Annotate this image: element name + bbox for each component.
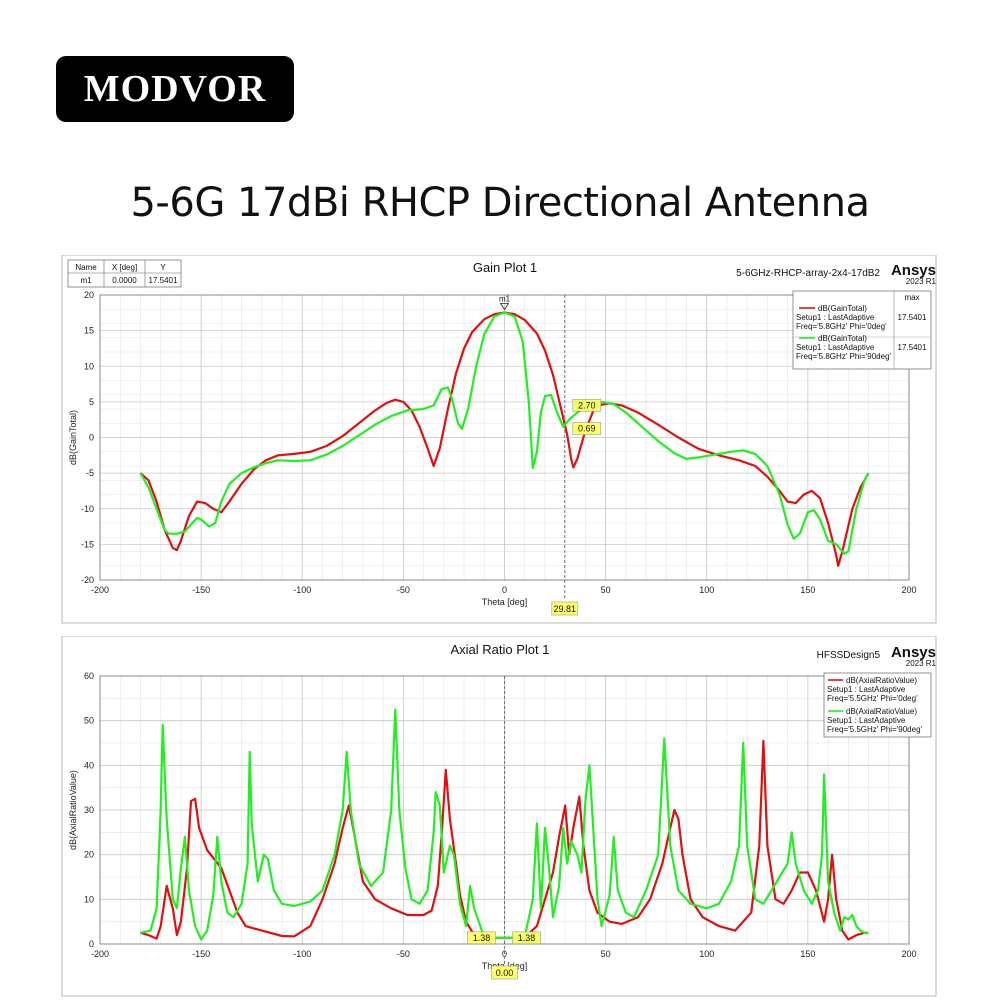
legend-entry-line2: Setup1 : LastAdaptive	[827, 716, 906, 725]
legend-entry-max: 17.5401	[898, 343, 927, 352]
y-tick-label: 60	[84, 671, 94, 681]
y-tick-label: -15	[81, 539, 94, 549]
legend-frame	[792, 290, 932, 370]
legend-entry-line1: dB(AxialRatioValue)	[846, 707, 917, 716]
x-tick-label: -100	[293, 585, 311, 595]
legend-entry-line1: dB(GainTotal)	[818, 334, 867, 343]
x-tick-label: 50	[601, 585, 611, 595]
cursor-x-value: 29.81	[551, 601, 579, 616]
cursor-readout-box	[467, 931, 496, 945]
legend-entry-line3: Freq='5.5GHz' Phi='0deg'	[827, 694, 918, 703]
logo-text: MODVOR	[83, 68, 267, 110]
cursor-x-text: 0.00	[496, 968, 514, 978]
legend: dB(AxialRatioValue)Setup1 : LastAdaptive…	[823, 672, 932, 738]
marker-table-cell: 0.0000	[112, 276, 137, 285]
x-tick-label: -100	[293, 949, 311, 959]
legend-entry-line3: Freq='5.5GHz' Phi='90deg'	[827, 725, 923, 734]
x-tick-label: 200	[901, 949, 916, 959]
vendor-name: Ansys	[891, 262, 936, 279]
y-tick-label: 20	[84, 850, 94, 860]
y-tick-label: 0	[89, 939, 94, 949]
legend-entry-line1: dB(AxialRatioValue)	[846, 676, 917, 685]
y-tick-label: 5	[89, 397, 94, 407]
cursor-readout-value: 1.38	[473, 933, 491, 943]
chart-frame	[61, 255, 937, 624]
x-tick-label: -50	[397, 949, 410, 959]
cursor-readout-value: 0.69	[578, 424, 596, 434]
x-tick-label: 150	[800, 949, 815, 959]
cursor-readout-box	[572, 422, 602, 435]
marker-m1-icon	[499, 303, 510, 311]
legend-entry-line3: Freq='5.8GHz' Phi='90deg'	[796, 352, 892, 361]
cursor-readout-value: 2.70	[578, 400, 596, 410]
y-tick-label: -10	[81, 504, 94, 514]
plot-area	[99, 294, 910, 581]
cursor-readout-value: 1.38	[518, 933, 536, 943]
legend-frame	[823, 672, 932, 738]
x-tick-label: -50	[397, 585, 410, 595]
x-axis-label: Theta [deg]	[482, 597, 528, 607]
y-axis-label: dB(GainTotal)	[68, 410, 78, 465]
y-tick-label: 15	[84, 326, 94, 336]
legend-entry-line2: Setup1 : LastAdaptive	[827, 685, 906, 694]
x-tick-label: 200	[901, 585, 916, 595]
gain-plot: -200 -150 -100 -50 0 50 100 150 200-20-15-10-505…	[61, 255, 937, 624]
cursor-x-text: 29.81	[554, 604, 577, 614]
x-tick-label: 100	[699, 949, 714, 959]
cursor-x-value: 0.00	[491, 965, 518, 980]
vendor-version: 2023 R1	[906, 659, 937, 668]
project-label: HFSSDesign5	[817, 650, 881, 661]
cursor-readout-box	[512, 931, 541, 945]
x-tick-label: 50	[601, 949, 611, 959]
x-tick-label: 100	[699, 585, 714, 595]
marker-table: Name m1 X [deg] 0.0000 Y 17.5401	[67, 259, 182, 288]
marker-table-header: Y	[160, 263, 166, 272]
marker-table-header: Name	[75, 263, 97, 272]
y-axis-label: dB(AxialRatioValue)	[68, 770, 78, 850]
y-tick-label: 50	[84, 716, 94, 726]
y-tick-label: 10	[84, 361, 94, 371]
marker-table-cell: m1	[80, 276, 92, 285]
x-tick-label: 150	[800, 585, 815, 595]
chart-title: Axial Ratio Plot 1	[451, 642, 550, 657]
marker-table-frame	[67, 259, 182, 288]
project-label: 5-6GHz-RHCP-array-2x4-17dB2	[736, 268, 880, 279]
y-tick-label: -5	[86, 468, 94, 478]
legend-entry-line1: dB(GainTotal)	[818, 304, 867, 313]
chart-frame	[61, 636, 937, 997]
marker-table-header: X [deg]	[112, 263, 137, 272]
legend-column-header: max	[904, 293, 919, 302]
marker-table-cell: 17.5401	[149, 276, 178, 285]
chart-title: Gain Plot 1	[473, 260, 537, 275]
y-tick-label: -20	[81, 575, 94, 585]
cursor-x-box	[491, 965, 518, 980]
x-tick-label: -200	[91, 949, 109, 959]
legend-entry-line3: Freq='5.8GHz' Phi='0deg'	[796, 322, 887, 331]
y-tick-label: 0	[89, 433, 94, 443]
y-tick-label: 30	[84, 805, 94, 815]
series-line-phi-90	[139, 311, 870, 555]
marker-m1-label: m1	[499, 295, 511, 304]
x-tick-label: -150	[192, 949, 210, 959]
legend-entry-line2: Setup1 : LastAdaptive	[796, 313, 875, 322]
y-tick-label: 20	[84, 290, 94, 300]
brand-logo: MODVOR	[56, 56, 294, 122]
legend-entry-max: 17.5401	[898, 313, 927, 322]
x-tick-label: 0	[502, 585, 507, 595]
grid	[99, 294, 910, 581]
cursor-x-box	[551, 601, 579, 616]
y-tick-label: 40	[84, 760, 94, 770]
page-headline: 5-6G 17dBi RHCP Directional Antenna	[130, 180, 870, 226]
vendor-version: 2023 R1	[906, 277, 937, 286]
x-tick-label: -200	[91, 585, 109, 595]
cursor-readout-box	[572, 398, 602, 412]
axial-ratio-plot: -200-150-100-500501001502000102030405060…	[61, 636, 937, 997]
y-tick-label: 10	[84, 894, 94, 904]
legend-entry-line2: Setup1 : LastAdaptive	[796, 343, 875, 352]
vendor-name: Ansys	[891, 644, 936, 661]
x-tick-label: -150	[192, 585, 210, 595]
